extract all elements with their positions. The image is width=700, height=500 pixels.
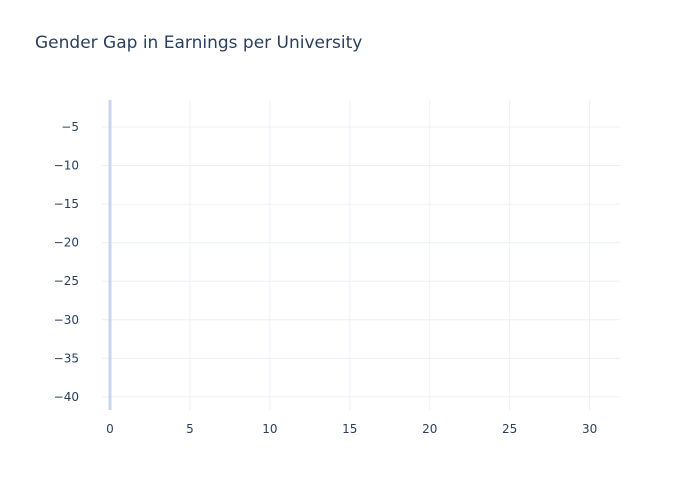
y-tick-label: −5 xyxy=(61,120,79,134)
grid-lines xyxy=(102,100,620,410)
chart-marks xyxy=(108,100,112,410)
chart-title: Gender Gap in Earnings per University xyxy=(35,33,363,53)
bar[interactable] xyxy=(108,100,112,410)
y-tick-label: −10 xyxy=(54,159,79,173)
y-tick-label: −30 xyxy=(54,313,79,327)
y-tick-label: −35 xyxy=(54,351,79,365)
x-tick-label: 15 xyxy=(342,422,357,436)
x-tick-label: 30 xyxy=(582,422,597,436)
x-tick-label: 25 xyxy=(502,422,517,436)
y-tick-label: −15 xyxy=(54,197,79,211)
x-axis: 0 5 10 15 20 25 30 xyxy=(106,422,597,436)
x-tick-label: 5 xyxy=(186,422,194,436)
y-tick-label: −40 xyxy=(54,390,79,404)
y-tick-label: −25 xyxy=(54,274,79,288)
x-tick-label: 20 xyxy=(422,422,437,436)
y-axis: −5 −10 −15 −20 −25 −30 −35 −40 xyxy=(54,120,79,404)
x-tick-label: 10 xyxy=(262,422,277,436)
x-tick-label: 0 xyxy=(106,422,114,436)
y-tick-label: −20 xyxy=(54,236,79,250)
